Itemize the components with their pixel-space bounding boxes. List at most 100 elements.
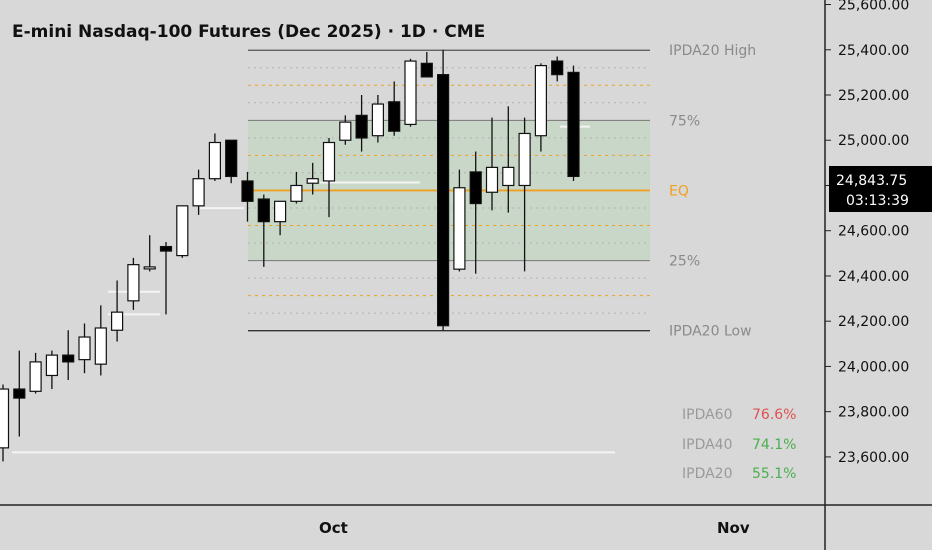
candle-body — [208, 141, 221, 180]
last-price-value: 24,843.75 — [836, 173, 907, 189]
candle-down — [241, 171, 254, 222]
candle-body — [567, 71, 580, 178]
candle-body — [257, 198, 270, 223]
ipda-75-label: 75% — [669, 113, 700, 129]
candle-body — [62, 354, 75, 363]
candle-body — [469, 171, 482, 205]
candle-up — [78, 323, 91, 374]
candle-up — [143, 235, 156, 272]
candle-down — [388, 81, 401, 136]
candle-up — [322, 137, 336, 218]
stat-value-ipda20: 55.1% — [752, 466, 796, 482]
candle-up — [290, 171, 303, 204]
candle-body — [388, 101, 401, 132]
price-tick-label: 25,600.00 — [838, 0, 909, 14]
ipda-eq-label: EQ — [669, 183, 689, 199]
candle-down — [551, 56, 564, 82]
candle-body — [29, 361, 42, 392]
candle-body — [551, 60, 564, 76]
price-tick-label: 25,200.00 — [838, 88, 909, 104]
candle-body — [306, 178, 319, 184]
candle-body — [94, 327, 107, 365]
stat-name-ipda20: IPDA20 — [682, 466, 733, 482]
ipda-25-label: 25% — [669, 254, 700, 270]
candle-up — [404, 58, 417, 127]
ipda-stats: IPDA60 76.6% IPDA40 74.1% IPDA20 55.1% — [682, 407, 796, 482]
price-tick-label: 24,200.00 — [838, 314, 909, 330]
candle-body — [110, 311, 124, 331]
chart-title: E-mini Nasdaq-100 Futures (Dec 2025) · 1… — [12, 22, 485, 42]
candle-down — [355, 95, 368, 152]
candle-down — [225, 139, 238, 184]
candle-down — [469, 151, 482, 274]
candle-body — [159, 245, 173, 252]
stat-value-ipda60: 76.6% — [752, 407, 796, 423]
candle-up — [306, 162, 319, 195]
horizontal-gridlines — [248, 67, 650, 314]
candle-body — [420, 62, 433, 78]
candle-body — [290, 184, 303, 202]
candle-body — [241, 180, 254, 202]
candle-up — [518, 117, 531, 272]
time-axis-background — [0, 505, 825, 550]
candle-up — [208, 133, 221, 181]
price-tick-label: 24,400.00 — [838, 269, 909, 285]
price-tick-label: 23,600.00 — [838, 450, 909, 466]
candle-up — [502, 106, 515, 213]
candle-up — [485, 117, 499, 211]
candle-up — [534, 63, 548, 152]
candle-body — [534, 64, 548, 137]
price-tick-label: 24,600.00 — [838, 224, 909, 240]
candle-up — [45, 350, 59, 390]
candle-body — [322, 141, 336, 182]
candlestick-series — [0, 49, 580, 462]
last-price-badge: 24,843.75 03:13:39 — [829, 166, 932, 212]
candle-up — [339, 115, 352, 145]
candle-up — [176, 205, 189, 258]
candle-up — [192, 169, 205, 215]
candle-up — [127, 257, 140, 310]
time-label-oct: Oct — [319, 519, 348, 537]
candle-body — [127, 264, 140, 302]
candle-down — [13, 350, 26, 437]
stat-name-ipda40: IPDA40 — [682, 437, 733, 453]
price-tick-label: 24,000.00 — [838, 359, 909, 375]
ipda20-low-label: IPDA20 Low — [669, 324, 752, 340]
candle-down — [257, 194, 270, 267]
candle-up — [29, 352, 42, 394]
candle-body — [437, 74, 450, 327]
candle-body — [176, 205, 189, 257]
stat-value-ipda40: 74.1% — [752, 437, 796, 453]
candle-body — [45, 354, 59, 377]
candle-up — [371, 95, 384, 143]
candle-body — [355, 114, 368, 139]
candle-body — [485, 166, 499, 193]
candle-down — [567, 65, 580, 181]
bar-countdown: 03:13:39 — [846, 193, 909, 209]
candle-body — [274, 200, 287, 223]
candle-down — [437, 49, 450, 331]
candle-up — [453, 169, 466, 272]
candle-up — [274, 200, 287, 236]
candle-body — [453, 187, 466, 270]
candle-body — [404, 60, 417, 126]
candle-down — [159, 242, 173, 315]
candle-body — [225, 139, 238, 178]
candle-down — [62, 330, 75, 380]
stat-name-ipda60: IPDA60 — [682, 407, 733, 423]
candle-up — [0, 384, 10, 462]
price-tick-label: 25,400.00 — [838, 43, 909, 59]
price-axis-background — [825, 0, 932, 550]
price-tick-label: 23,800.00 — [838, 405, 909, 421]
candle-body — [192, 178, 205, 207]
price-tick-label: 25,000.00 — [838, 133, 909, 149]
candle-body — [143, 266, 156, 270]
candle-down — [420, 52, 433, 78]
candle-body — [339, 121, 352, 141]
candle-up — [110, 280, 124, 342]
candle-body — [502, 166, 515, 187]
ipda20-high-label: IPDA20 High — [669, 43, 756, 59]
candle-body — [518, 132, 531, 187]
candle-up — [94, 305, 107, 376]
